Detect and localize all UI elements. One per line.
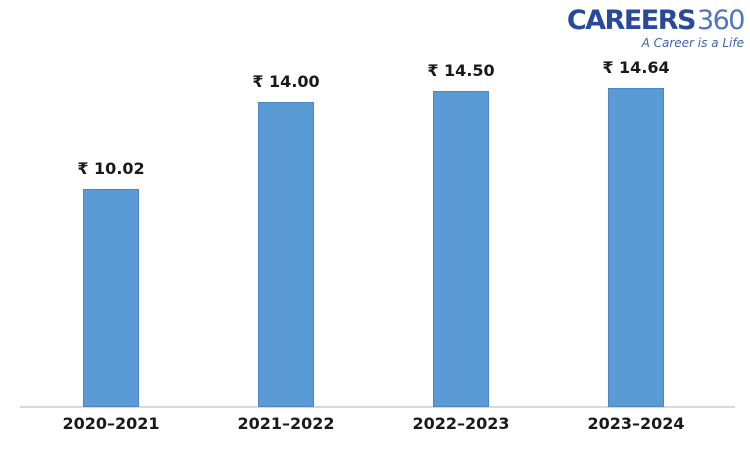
bar-value-label: ₹ 10.02 (77, 159, 145, 178)
x-axis-label: 2020–2021 (62, 414, 160, 433)
x-axis-line (20, 406, 735, 408)
logo-text-360: 360 (696, 5, 746, 36)
bar-value-label: ₹ 14.64 (602, 58, 670, 77)
bar-2 (258, 102, 314, 407)
x-axis-label: 2023–2024 (587, 414, 685, 433)
careers360-logo: CAREERS360 A Career is a Life (566, 5, 746, 50)
bar-3 (433, 91, 489, 407)
bar-4 (608, 88, 664, 407)
bar-1 (83, 189, 139, 407)
bar-value-label: ₹ 14.00 (252, 72, 320, 91)
bar-value-label: ₹ 14.50 (427, 61, 495, 80)
careers360-wordmark: CAREERS360 (566, 5, 746, 36)
x-axis-label: 2022–2023 (412, 414, 510, 433)
logo-text-careers: CAREERS (566, 5, 697, 36)
x-axis-label: 2021–2022 (237, 414, 335, 433)
logo-tagline: A Career is a Life (641, 36, 744, 50)
